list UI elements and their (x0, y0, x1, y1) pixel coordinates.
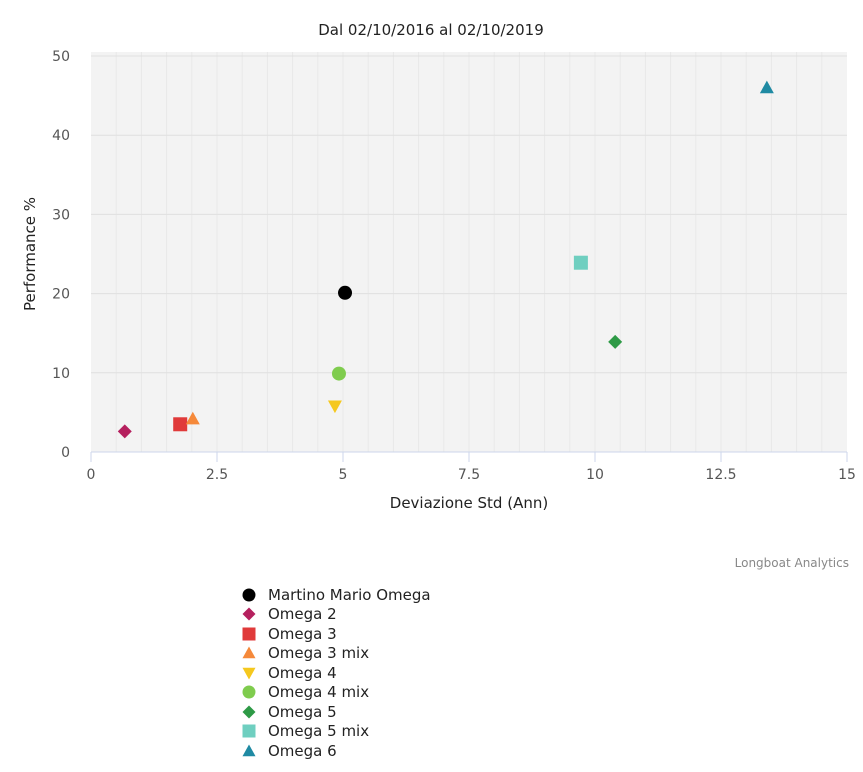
legend-label: Omega 2 (268, 605, 337, 624)
square-icon (242, 724, 256, 738)
circle-icon (242, 588, 256, 602)
chart-title: Dal 02/10/2016 al 02/10/2019 (318, 21, 543, 39)
legend-item[interactable]: Omega 3 mix (241, 644, 431, 664)
legend-item[interactable]: Omega 5 (241, 702, 431, 722)
x-axis-label: Deviazione Std (Ann) (390, 494, 548, 512)
legend-symbol[interactable] (242, 588, 256, 602)
legend-symbol[interactable] (242, 667, 256, 680)
data-point-omega-3[interactable] (173, 417, 188, 432)
legend-symbol[interactable] (242, 705, 256, 719)
scatter-chart: Dal 02/10/2016 al 02/10/2019 01020304050… (21, 21, 856, 512)
x-tick-label: 0 (87, 467, 96, 483)
x-tick-label: 10 (586, 467, 604, 483)
legend-label: Martino Mario Omega (268, 585, 431, 604)
y-tick-label: 0 (61, 445, 70, 461)
legend: Martino Mario Omega Omega 2 Omega 3 Omega 3… (241, 585, 431, 761)
data-point-omega-3-mix[interactable] (185, 411, 200, 425)
triangle-icon (242, 646, 256, 659)
data-point-omega-2[interactable] (117, 424, 132, 439)
y-axis-label: Performance % (21, 197, 39, 311)
legend-label: Omega 4 (268, 663, 337, 682)
legend-item[interactable]: Omega 4 mix (241, 683, 431, 703)
triangle-down-icon (242, 667, 256, 680)
circle-icon (242, 685, 256, 699)
legend-label: Omega 5 mix (268, 722, 370, 741)
legend-symbol[interactable] (242, 627, 256, 641)
credit-link[interactable]: Longboat Analytics (734, 556, 849, 570)
data-point-omega-4[interactable] (327, 400, 342, 414)
legend-item[interactable]: Omega 3 (241, 624, 431, 644)
legend-item[interactable]: Martino Mario Omega (241, 585, 431, 605)
legend-label: Omega 3 mix (268, 644, 370, 663)
y-tick-label: 20 (52, 287, 70, 303)
legend-item[interactable]: Omega 6 (241, 741, 431, 761)
y-tick-label: 50 (52, 49, 70, 65)
x-tick-label: 12.5 (705, 467, 736, 483)
legend-label: Omega 3 (268, 624, 337, 643)
x-tick-label: 15 (838, 467, 856, 483)
data-point-martino-mario-omega[interactable] (338, 285, 353, 300)
legend-symbol[interactable] (242, 646, 256, 659)
y-tick-label: 30 (52, 207, 70, 223)
data-point-omega-5-mix[interactable] (573, 255, 588, 270)
legend-label: Omega 5 (268, 702, 337, 721)
legend-label: Omega 4 mix (268, 683, 370, 702)
x-tick-label: 7.5 (458, 467, 480, 483)
data-point-omega-6[interactable] (759, 80, 774, 94)
legend-item[interactable]: Omega 5 mix (241, 722, 431, 742)
x-tick-label: 2.5 (206, 467, 228, 483)
diamond-icon (242, 705, 256, 719)
legend-symbol[interactable] (242, 724, 256, 738)
legend-symbol[interactable] (242, 685, 256, 699)
square-icon (242, 627, 256, 641)
data-point-omega-4-mix[interactable] (331, 366, 346, 381)
triangle-icon (242, 744, 256, 756)
y-tick-label: 10 (52, 366, 70, 382)
x-tick-label: 5 (339, 467, 348, 483)
legend-symbol[interactable] (242, 744, 256, 756)
legend-symbol[interactable] (242, 607, 256, 621)
y-tick-label: 40 (52, 128, 70, 144)
legend-item[interactable]: Omega 2 (241, 605, 431, 625)
diamond-icon (242, 607, 256, 621)
data-point-omega-5[interactable] (608, 334, 623, 349)
legend-label: Omega 6 (268, 741, 337, 760)
legend-item[interactable]: Omega 4 (241, 663, 431, 683)
